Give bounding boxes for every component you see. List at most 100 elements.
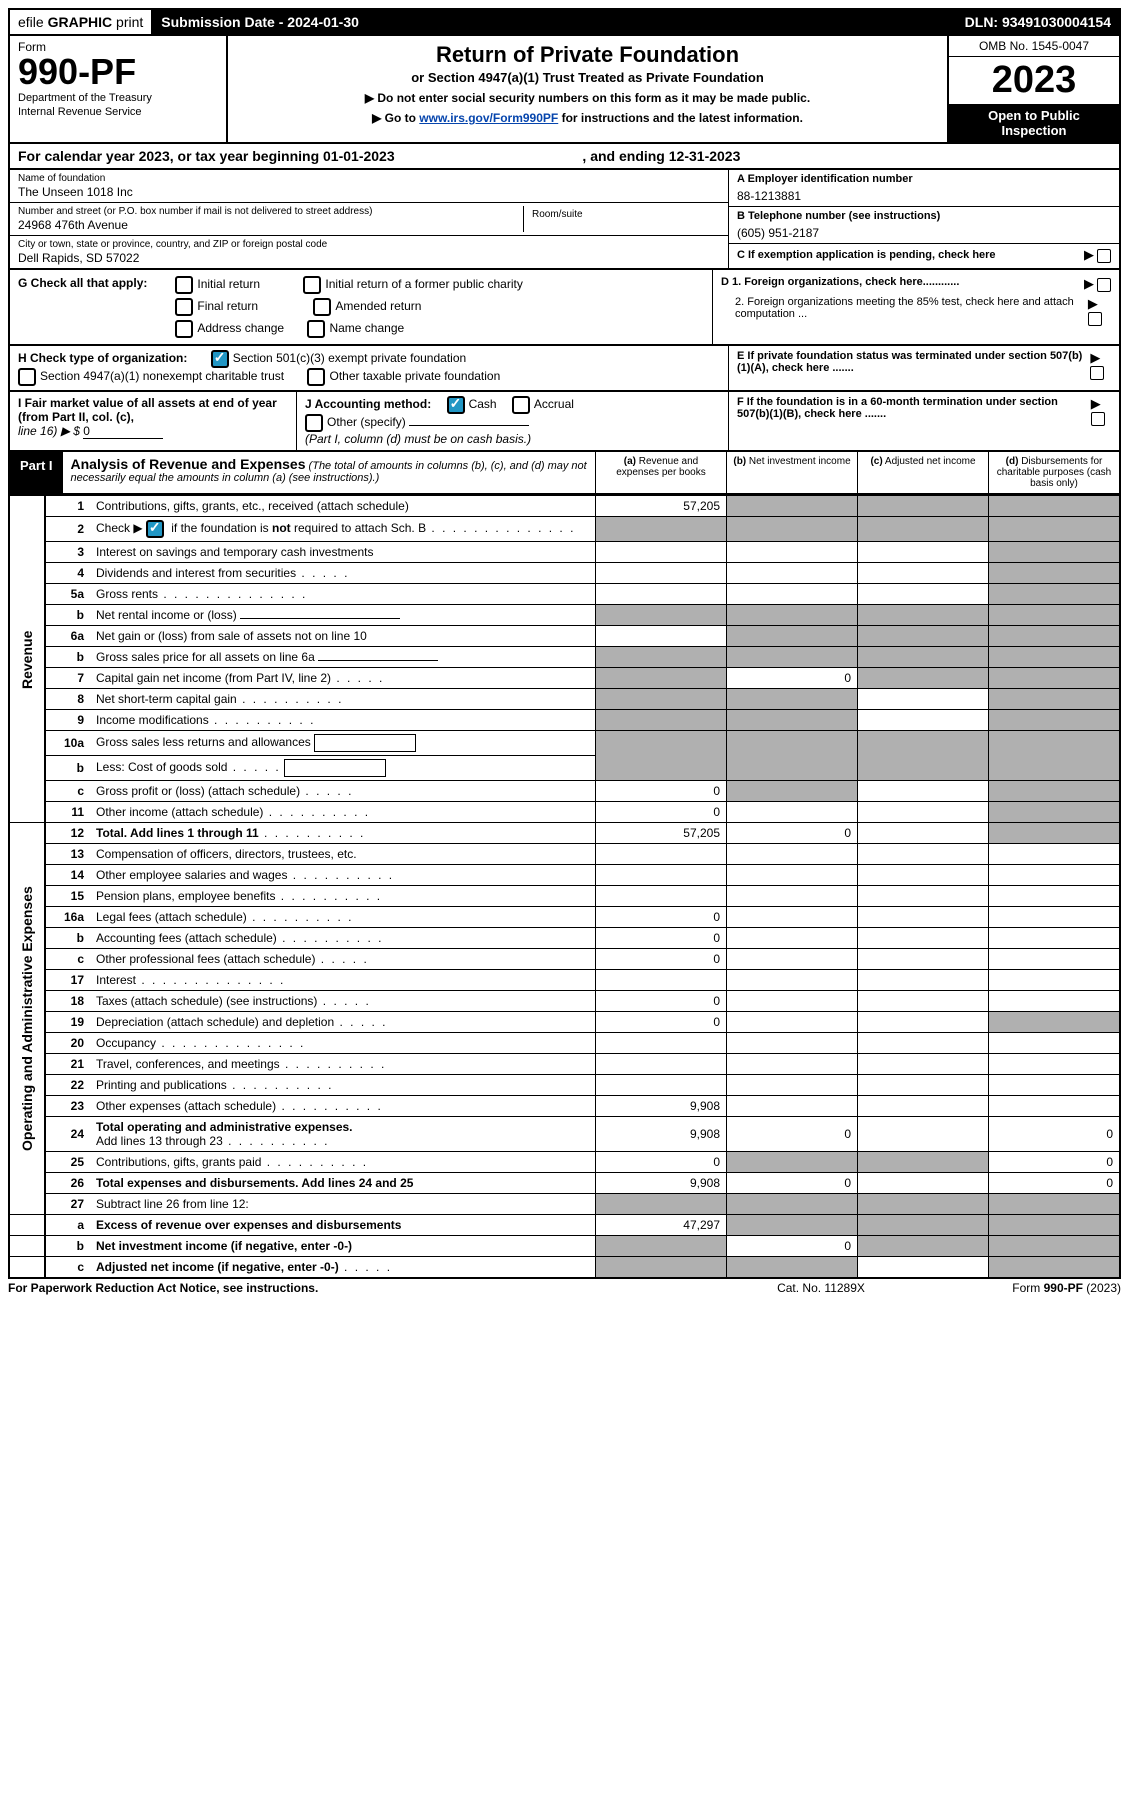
r27a-a: 47,297 <box>596 1215 727 1236</box>
revenue-side-label: Revenue <box>9 496 45 823</box>
col-b-head: (b) Net investment income <box>726 452 857 493</box>
r12-a: 57,205 <box>596 823 727 844</box>
row-27: 27 Subtract line 26 from line 12: <box>9 1194 1120 1215</box>
room-suite-cell: Room/suite <box>524 206 720 232</box>
submission-date: Submission Date - 2024-01-30 <box>153 10 956 34</box>
e-checkbox[interactable] <box>1090 366 1104 380</box>
phone-value: (605) 951-2187 <box>737 226 1111 240</box>
form-id-block: Form 990-PF Department of the Treasury I… <box>10 36 228 142</box>
tax-year: 2023 <box>949 57 1119 104</box>
row-16a: 16a Legal fees (attach schedule) 0 <box>9 907 1120 928</box>
r24-a: 9,908 <box>596 1117 727 1152</box>
row-1: Revenue 1 Contributions, gifts, grants, … <box>9 496 1120 517</box>
part1-label: Part I <box>10 452 63 493</box>
name-change-checkbox[interactable] <box>307 320 325 338</box>
open-to-public: Open to Public Inspection <box>949 104 1119 142</box>
form-note-link: ▶ Go to www.irs.gov/Form990PF for instru… <box>236 111 939 125</box>
form-title-block: Return of Private Foundation or Section … <box>228 36 947 142</box>
r25-a: 0 <box>596 1152 727 1173</box>
expenses-side-label: Operating and Administrative Expenses <box>9 823 45 1215</box>
row-16c: c Other professional fees (attach schedu… <box>9 949 1120 970</box>
r7-b: 0 <box>727 668 858 689</box>
row-22: 22 Printing and publications <box>9 1075 1120 1096</box>
other-method-checkbox[interactable] <box>305 414 323 432</box>
row-7: 7 Capital gain net income (from Part IV,… <box>9 668 1120 689</box>
r1-a: 57,205 <box>596 496 727 517</box>
ein-cell: A Employer identification number 88-1213… <box>729 170 1119 207</box>
c-checkbox[interactable] <box>1097 249 1111 263</box>
r18-a: 0 <box>596 991 727 1012</box>
form-note-ssn: ▶ Do not enter social security numbers o… <box>236 91 939 105</box>
r26-b: 0 <box>727 1173 858 1194</box>
other-taxable-checkbox[interactable] <box>307 368 325 386</box>
r25-d: 0 <box>989 1152 1121 1173</box>
r16c-a: 0 <box>596 949 727 970</box>
row-17: 17 Interest <box>9 970 1120 991</box>
dept-irs: Internal Revenue Service <box>18 106 218 118</box>
dln: DLN: 93491030004154 <box>957 10 1119 34</box>
row-6b: b Gross sales price for all assets on li… <box>9 647 1120 668</box>
row-10a: 10a Gross sales less returns and allowan… <box>9 731 1120 756</box>
f-checkbox[interactable] <box>1091 412 1105 426</box>
foundation-name-cell: Name of foundation The Unseen 1018 Inc <box>10 170 728 203</box>
g-h-block: G Check all that apply: Initial return I… <box>8 270 1121 346</box>
d2-checkbox[interactable] <box>1088 312 1102 326</box>
e-cell: E If private foundation status was termi… <box>729 346 1119 384</box>
irs-link[interactable]: www.irs.gov/Form990PF <box>419 111 558 125</box>
c-checkbox-area: ▶ <box>1084 247 1111 263</box>
phone-cell: B Telephone number (see instructions) (6… <box>729 207 1119 244</box>
row-19: 19 Depreciation (attach schedule) and de… <box>9 1012 1120 1033</box>
f-cell: F If the foundation is in a 60-month ter… <box>729 392 1119 430</box>
form-subtitle: or Section 4947(a)(1) Trust Treated as P… <box>236 70 939 85</box>
r26-d: 0 <box>989 1173 1121 1194</box>
row-4: 4 Dividends and interest from securities <box>9 563 1120 584</box>
row-27c: c Adjusted net income (if negative, ente… <box>9 1257 1120 1279</box>
schb-checkbox[interactable] <box>146 520 164 538</box>
form-title: Return of Private Foundation <box>236 42 939 68</box>
final-return-checkbox[interactable] <box>175 298 193 316</box>
ein-value: 88-1213881 <box>737 189 1111 203</box>
paperwork-notice: For Paperwork Reduction Act Notice, see … <box>8 1281 721 1295</box>
page-footer: For Paperwork Reduction Act Notice, see … <box>8 1281 1121 1295</box>
initial-former-checkbox[interactable] <box>303 276 321 294</box>
row-8: 8 Net short-term capital gain <box>9 689 1120 710</box>
row-18: 18 Taxes (attach schedule) (see instruct… <box>9 991 1120 1012</box>
d1-checkbox[interactable] <box>1097 278 1111 292</box>
row-9: 9 Income modifications <box>9 710 1120 731</box>
row-15: 15 Pension plans, employee benefits <box>9 886 1120 907</box>
row-27a: a Excess of revenue over expenses and di… <box>9 1215 1120 1236</box>
address-change-checkbox[interactable] <box>175 320 193 338</box>
foundation-name: The Unseen 1018 Inc <box>18 185 720 199</box>
accrual-checkbox[interactable] <box>512 396 530 414</box>
501c3-checkbox[interactable] <box>211 350 229 368</box>
fmv-value: 0 <box>83 424 163 439</box>
h-org-type: H Check type of organization: Section 50… <box>10 346 728 390</box>
part1-header: Part I Analysis of Revenue and Expenses … <box>8 452 1121 495</box>
dept-treasury: Department of the Treasury <box>18 92 218 104</box>
c-exemption-cell: C If exemption application is pending, c… <box>729 244 1119 266</box>
form-year-block: OMB No. 1545-0047 2023 Open to Public In… <box>947 36 1119 142</box>
d-checks: D 1. Foreign organizations, check here..… <box>712 270 1119 344</box>
i-fmv: I Fair market value of all assets at end… <box>10 392 297 450</box>
form-header: Form 990-PF Department of the Treasury I… <box>8 36 1121 144</box>
r24-b: 0 <box>727 1117 858 1152</box>
form-ref: Form 990-PF (2023) <box>921 1281 1121 1295</box>
col-a-head: (a) Revenue and expenses per books <box>595 452 726 493</box>
4947a1-checkbox[interactable] <box>18 368 36 386</box>
r10c-a: 0 <box>596 781 727 802</box>
g-checks: G Check all that apply: Initial return I… <box>10 270 712 344</box>
row-23: 23 Other expenses (attach schedule) 9,90… <box>9 1096 1120 1117</box>
city-state-zip: Dell Rapids, SD 57022 <box>18 251 720 265</box>
efile-badge: efile GRAPHIC print <box>10 10 153 34</box>
row-12: Operating and Administrative Expenses 12… <box>9 823 1120 844</box>
initial-return-checkbox[interactable] <box>175 276 193 294</box>
amended-return-checkbox[interactable] <box>313 298 331 316</box>
row-11: 11 Other income (attach schedule) 0 <box>9 802 1120 823</box>
col-d-head: (d) Disbursements for charitable purpose… <box>988 452 1119 493</box>
cash-checkbox[interactable] <box>447 396 465 414</box>
row-26: 26 Total expenses and disbursements. Add… <box>9 1173 1120 1194</box>
r27b-b: 0 <box>727 1236 858 1257</box>
cat-no: Cat. No. 11289X <box>721 1281 921 1295</box>
row-13: 13 Compensation of officers, directors, … <box>9 844 1120 865</box>
r11-a: 0 <box>596 802 727 823</box>
